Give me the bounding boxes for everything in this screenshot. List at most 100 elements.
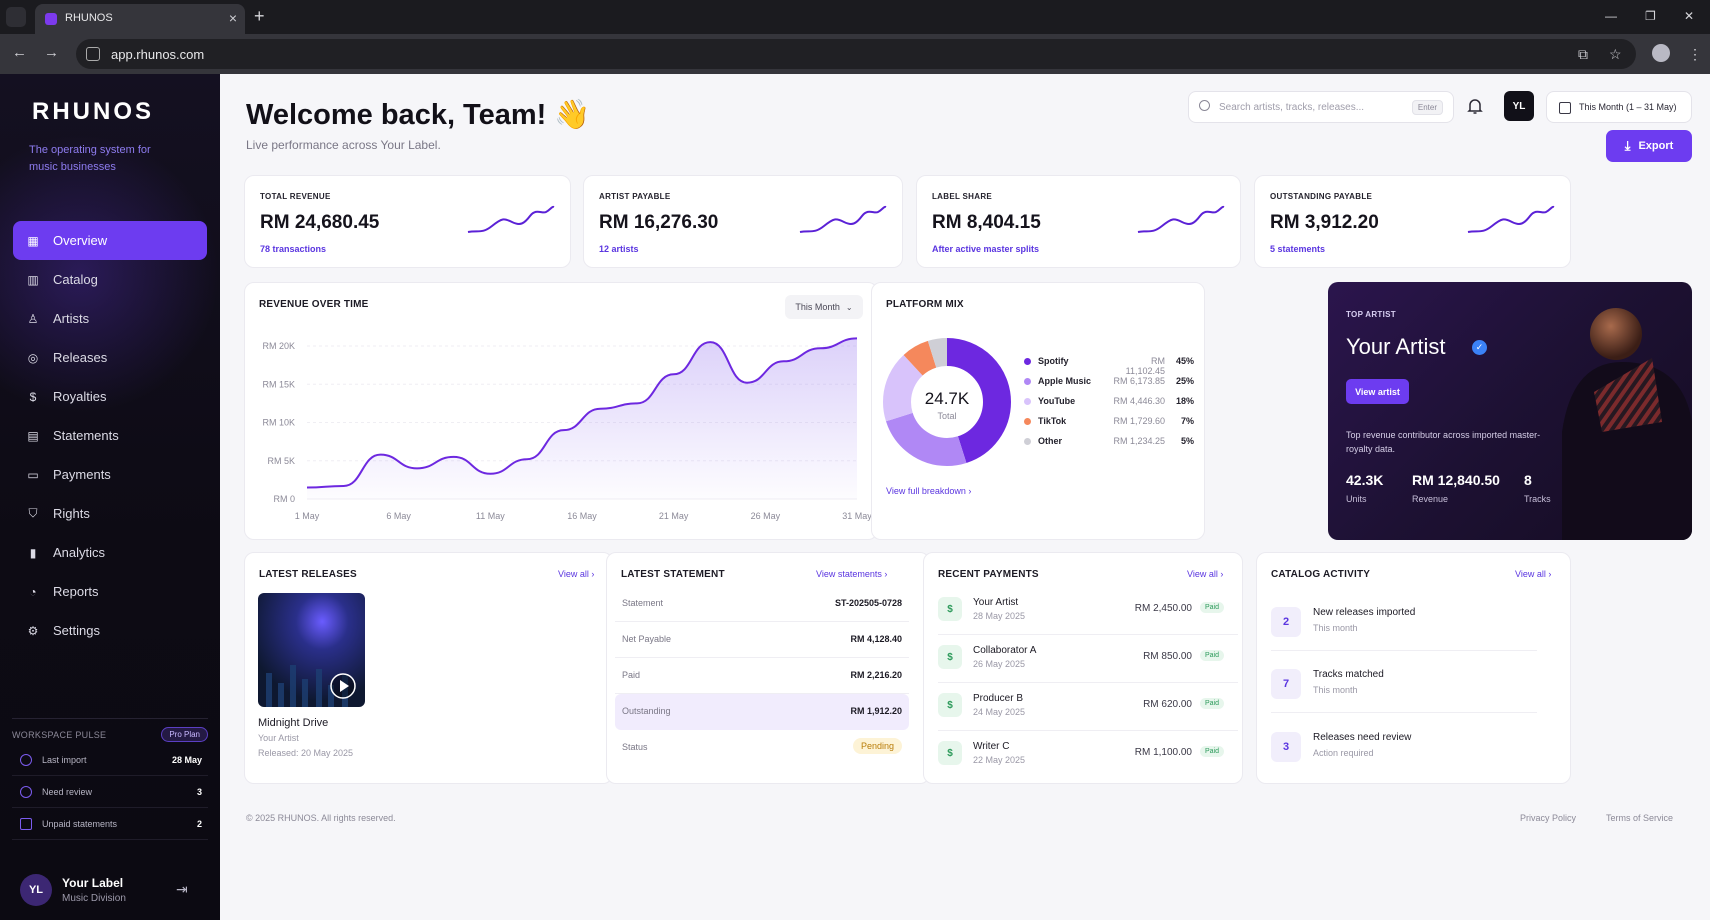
pulse-row-unpaid[interactable]: Unpaid statements 2	[12, 808, 208, 840]
kpi-card-outstanding-payable[interactable]: OUTSTANDING PAYABLE RM 3,912.20 5 statem…	[1254, 175, 1571, 268]
terms-of-service-link[interactable]: Terms of Service	[1606, 813, 1674, 823]
payment-row[interactable]: $ Writer C 22 May 2025 RM 1,100.00 Paid	[938, 731, 1238, 779]
close-window-icon[interactable]: ✕	[1684, 9, 1695, 23]
close-tab-icon[interactable]: ×	[228, 10, 237, 26]
sidebar-item-reports[interactable]: ◔ Reports	[13, 572, 207, 611]
restore-icon[interactable]: ❐	[1645, 9, 1656, 23]
pulse-row-last-import[interactable]: Last import 28 May	[12, 744, 208, 776]
donut-slice-youtube[interactable]	[883, 338, 1011, 466]
release-cover-art[interactable]	[258, 593, 365, 707]
platform-donut-chart[interactable]	[882, 337, 1012, 467]
new-tab-icon[interactable]: +	[254, 6, 265, 26]
privacy-policy-link[interactable]: Privacy Policy	[1520, 813, 1577, 823]
kpi-card-total-revenue[interactable]: TOTAL REVENUE RM 24,680.45 78 transactio…	[244, 175, 571, 268]
legend-item[interactable]: Apple Music RM 6,173.85 25%	[1024, 375, 1200, 389]
recent-payments-card: RECENT PAYMENTS View all › $ Your Artist 2…	[923, 552, 1243, 784]
activity-count: 7	[1271, 669, 1301, 699]
header-avatar[interactable]: YL	[1504, 91, 1534, 121]
kpi-value: RM 3,912.20	[1270, 212, 1379, 233]
browser-menu-icon[interactable]: ⋮	[1688, 46, 1702, 62]
download-icon: ⤓	[1624, 138, 1631, 153]
legend-item[interactable]: TikTok RM 1,729.60 7%	[1024, 415, 1200, 429]
activity-title: Releases need review	[1313, 732, 1412, 743]
sidebar-item-payments[interactable]: ▭ Payments	[13, 455, 207, 494]
kpi-card-label-share[interactable]: LABEL SHARE RM 8,404.15 After active mas…	[916, 175, 1241, 268]
user-profile[interactable]: YL Your Label Music Division ⇥	[20, 872, 200, 908]
notification-bell-icon[interactable]	[1465, 96, 1485, 116]
legend-amount: RM 11,102.45	[1125, 356, 1165, 376]
view-statements-link[interactable]: View statements ›	[816, 569, 888, 579]
revenue-line[interactable]	[306, 337, 858, 489]
sidebar-item-analytics[interactable]: ▮ Analytics	[13, 533, 207, 572]
back-icon[interactable]: ←	[12, 44, 27, 61]
sidebar-item-catalog[interactable]: ▥ Catalog	[13, 260, 207, 299]
browser-tab[interactable]: RHUNOS ×	[35, 4, 245, 34]
date-range-button[interactable]: This Month (1 – 31 May)	[1546, 91, 1692, 123]
plan-badge[interactable]: Pro Plan	[161, 727, 208, 742]
view-full-breakdown-link[interactable]: View full breakdown ›	[886, 486, 971, 496]
legend-name: Apple Music	[1038, 376, 1092, 386]
sidebar-item-settings[interactable]: ⚙ Settings	[13, 611, 207, 650]
sidebar-item-rights[interactable]: ⛉ Rights	[13, 494, 207, 533]
donut-slice-apple-music[interactable]	[883, 338, 1011, 466]
tab-search-icon[interactable]	[6, 7, 26, 27]
site-info-icon[interactable]	[86, 47, 100, 61]
legend-item[interactable]: Other RM 1,234.25 5%	[1024, 435, 1200, 449]
logo[interactable]: RHUNOS	[32, 98, 155, 125]
kpi-value: RM 24,680.45	[260, 212, 380, 233]
payment-amount: RM 1,100.00	[1134, 747, 1192, 758]
sidebar-item-releases[interactable]: ◎ Releases	[13, 338, 207, 377]
kpi-sub: After active master splits	[932, 244, 1040, 254]
release-title[interactable]: Midnight Drive	[258, 717, 329, 729]
legend-item[interactable]: Spotify RM 11,102.45 45%	[1024, 355, 1200, 376]
pulse-row-need-review[interactable]: Need review 3	[12, 776, 208, 808]
view-artist-button[interactable]: View artist	[1346, 379, 1409, 404]
legend-amount: RM 6,173.85	[1113, 376, 1165, 386]
card-title: PLATFORM MIX	[886, 299, 964, 310]
profile-avatar-icon[interactable]	[1652, 44, 1670, 62]
view-all-activity-link[interactable]: View all ›	[1515, 569, 1552, 579]
sidebar-item-statements[interactable]: ▤ Statements	[13, 416, 207, 455]
payment-row[interactable]: $ Collaborator A 26 May 2025 RM 850.00 Paid	[938, 635, 1238, 683]
logout-icon[interactable]: ⇥	[176, 881, 188, 897]
donut-slice-other[interactable]	[883, 338, 1011, 466]
forward-icon[interactable]: →	[44, 44, 59, 61]
row-value: RM 2,216.20	[850, 670, 902, 680]
revenue-chart[interactable]: RM 20K RM 15K RM 10K RM 5K RM 01 May 6 May 11 …	[245, 283, 879, 541]
payment-row[interactable]: $ Producer B 24 May 2025 RM 620.00 Paid	[938, 683, 1238, 731]
minimize-icon[interactable]: —	[1605, 9, 1617, 23]
export-button[interactable]: ⤓ Export	[1606, 130, 1692, 162]
bookmark-star-icon[interactable]: ☆	[1609, 46, 1622, 62]
stat-label: Units	[1346, 494, 1367, 504]
sidebar-item-artists[interactable]: ♙ Artists	[13, 299, 207, 338]
activity-item[interactable]: 2 New releases imported This month	[1271, 593, 1537, 651]
x-tick-label: 21 May	[659, 511, 689, 521]
view-all-releases-link[interactable]: View all ›	[558, 569, 595, 579]
x-tick-label: 31 May	[842, 511, 872, 521]
sidebar-glow	[0, 134, 220, 414]
activity-item[interactable]: 7 Tracks matched This month	[1271, 655, 1537, 713]
top-artist-card: TOP ARTIST Your Artist ✓ View artist Top…	[1328, 282, 1692, 540]
kpi-value: RM 16,276.30	[599, 212, 719, 233]
legend-name: TikTok	[1038, 416, 1067, 426]
paid-badge: Paid	[1200, 746, 1225, 757]
y-tick-label: RM 15K	[262, 379, 295, 389]
address-bar[interactable]: app.rhunos.com	[76, 39, 1636, 69]
sidebar-item-label: Overview	[53, 233, 108, 248]
platform-mix-card: PLATFORM MIX 24.7K Total View full break…	[871, 282, 1205, 540]
period-select[interactable]: This Month ⌄	[785, 295, 863, 319]
kpi-card-artist-payable[interactable]: ARTIST PAYABLE RM 16,276.30 12 artists	[583, 175, 903, 268]
legend-name: Other	[1038, 436, 1063, 446]
sidebar-item-royalties[interactable]: $ Royalties	[13, 377, 207, 416]
card-title: LATEST STATEMENT	[621, 569, 725, 580]
sidebar-item-overview[interactable]: ▦ Overview	[13, 221, 207, 260]
search-input[interactable]: Search artists, tracks, releases... Ente…	[1188, 91, 1454, 123]
legend-item[interactable]: YouTube RM 4,446.30 18%	[1024, 395, 1200, 409]
cast-icon[interactable]: ⧉	[1578, 46, 1588, 62]
payment-row[interactable]: $ Your Artist 28 May 2025 RM 2,450.00 Paid	[938, 587, 1238, 635]
verified-check-icon: ✓	[1472, 340, 1487, 355]
paid-badge: Paid	[1200, 698, 1225, 709]
activity-item[interactable]: 3 Releases need review Action required	[1271, 718, 1537, 776]
view-all-payments-link[interactable]: View all ›	[1187, 569, 1224, 579]
legend-dot	[1024, 418, 1031, 425]
